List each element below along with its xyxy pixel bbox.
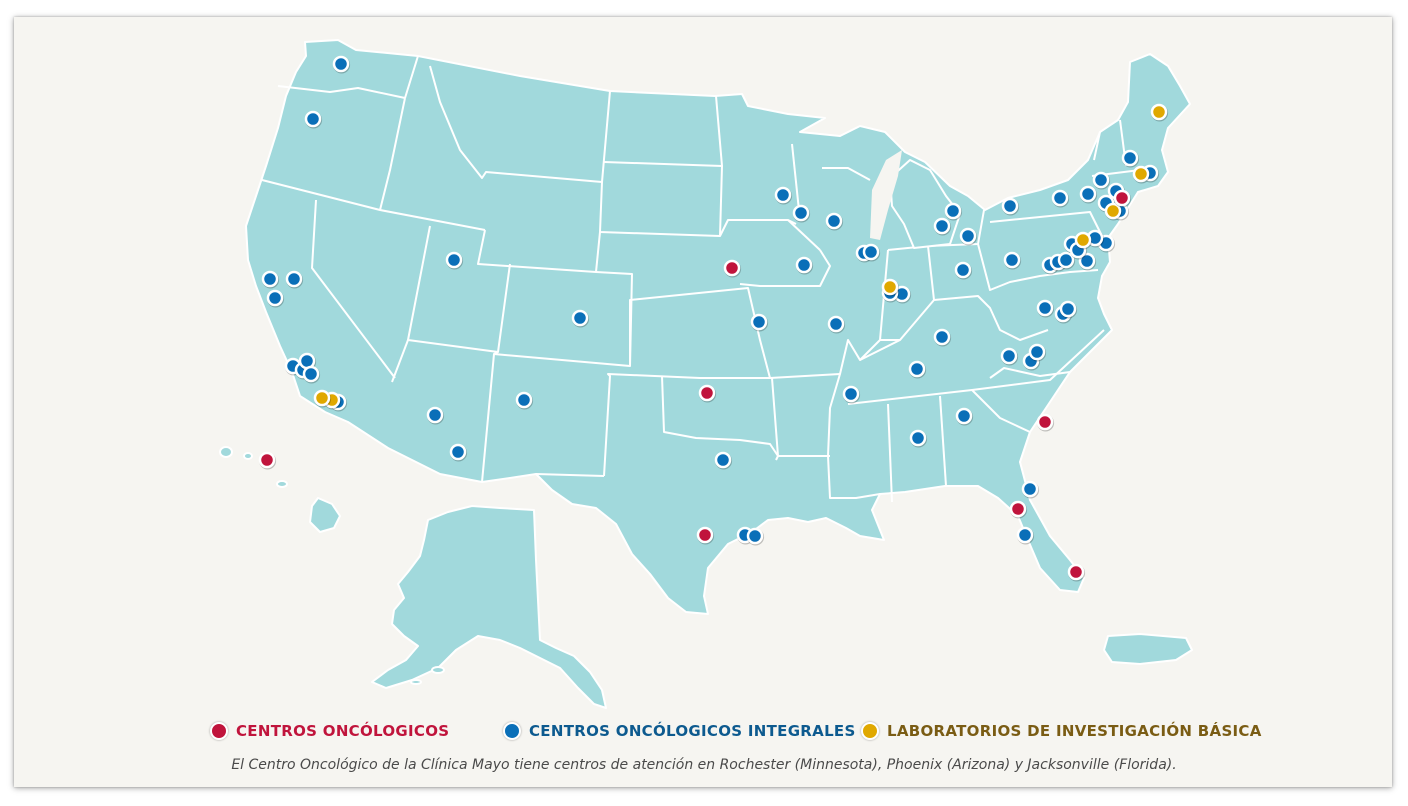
comprehensive-center-marker — [909, 429, 927, 447]
comprehensive-center-marker — [285, 270, 303, 288]
oncology-center-marker — [698, 384, 716, 402]
red-dot-icon — [210, 722, 228, 740]
legend-item-comprehensive: CENTROS ONCÓLOGICOS INTEGRALES — [503, 722, 856, 740]
hawaii-big-island — [309, 497, 341, 533]
research-lab-marker — [1132, 165, 1150, 183]
comprehensive-center-marker — [1092, 171, 1110, 189]
comprehensive-center-marker — [1001, 197, 1019, 215]
comprehensive-center-marker — [1051, 189, 1069, 207]
comprehensive-center-marker — [908, 360, 926, 378]
caption: El Centro Oncológico de la Clínica Mayo … — [231, 757, 1177, 773]
comprehensive-center-marker — [955, 407, 973, 425]
comprehensive-center-marker — [959, 227, 977, 245]
comprehensive-center-marker — [954, 261, 972, 279]
comprehensive-center-marker — [332, 55, 350, 73]
legend-label-research: LABORATORIOS DE INVESTIGACIÓN BÁSICA — [887, 722, 1262, 740]
research-lab-marker — [1074, 231, 1092, 249]
comprehensive-center-marker — [1000, 347, 1018, 365]
comprehensive-center-marker — [862, 243, 880, 261]
lake-michigan — [870, 150, 902, 240]
oncology-center-marker — [1009, 500, 1027, 518]
legend-item-oncology: CENTROS ONCÓLOGICOS — [210, 722, 449, 740]
research-lab-marker — [1150, 103, 1168, 121]
comprehensive-center-marker — [1078, 252, 1096, 270]
hawaii-oahu — [243, 452, 253, 460]
puerto-rico — [1103, 633, 1193, 665]
comprehensive-center-marker — [792, 204, 810, 222]
comprehensive-center-marker — [746, 527, 764, 545]
oncology-center-marker — [1036, 413, 1054, 431]
comprehensive-center-marker — [1079, 185, 1097, 203]
comprehensive-center-marker — [795, 256, 813, 274]
comprehensive-center-marker — [302, 365, 320, 383]
legend-label-oncology: CENTROS ONCÓLOGICOS — [236, 722, 450, 740]
alaska-island — [431, 666, 445, 674]
comprehensive-center-marker — [714, 451, 732, 469]
comprehensive-center-marker — [1057, 251, 1075, 269]
comprehensive-center-marker — [266, 289, 284, 307]
comprehensive-center-marker — [1121, 149, 1139, 167]
yellow-dot-icon — [861, 722, 879, 740]
comprehensive-center-marker — [827, 315, 845, 333]
state-borders — [261, 55, 1141, 503]
blue-dot-icon — [503, 722, 521, 740]
comprehensive-center-marker — [774, 186, 792, 204]
comprehensive-center-marker — [261, 270, 279, 288]
comprehensive-center-marker — [750, 313, 768, 331]
hawaii-kauai — [219, 446, 233, 458]
comprehensive-center-marker — [426, 406, 444, 424]
comprehensive-center-marker — [1028, 343, 1046, 361]
comprehensive-center-marker — [825, 212, 843, 230]
comprehensive-center-marker — [445, 251, 463, 269]
comprehensive-center-marker — [1003, 251, 1021, 269]
comprehensive-center-marker — [571, 309, 589, 327]
research-lab-marker — [1104, 202, 1122, 220]
comprehensive-center-marker — [304, 110, 322, 128]
comprehensive-center-marker — [944, 202, 962, 220]
comprehensive-center-marker — [842, 385, 860, 403]
comprehensive-center-marker — [933, 328, 951, 346]
legend-item-research: LABORATORIOS DE INVESTIGACIÓN BÁSICA — [861, 722, 1262, 740]
oncology-center-marker — [258, 451, 276, 469]
markers-layer — [258, 55, 1169, 582]
comprehensive-center-marker — [1036, 299, 1054, 317]
research-lab-marker — [881, 278, 899, 296]
alaska-landmass — [371, 505, 607, 709]
oncology-center-marker — [1067, 563, 1085, 581]
comprehensive-center-marker — [515, 391, 533, 409]
legend: CENTROS ONCÓLOGICOS CENTROS ONCÓLOGICOS … — [0, 722, 1408, 748]
oncology-center-marker — [1113, 189, 1131, 207]
comprehensive-center-marker — [1021, 480, 1039, 498]
alaska-island — [410, 679, 422, 685]
comprehensive-center-marker — [449, 443, 467, 461]
hawaii-molokai — [276, 480, 288, 488]
oncology-center-marker — [723, 259, 741, 277]
comprehensive-center-marker — [933, 217, 951, 235]
comprehensive-center-marker — [1016, 526, 1034, 544]
oncology-center-marker — [696, 526, 714, 544]
research-lab-marker — [313, 389, 331, 407]
comprehensive-center-marker — [1059, 300, 1077, 318]
legend-label-comprehensive: CENTROS ONCÓLOGICOS INTEGRALES — [529, 722, 856, 740]
